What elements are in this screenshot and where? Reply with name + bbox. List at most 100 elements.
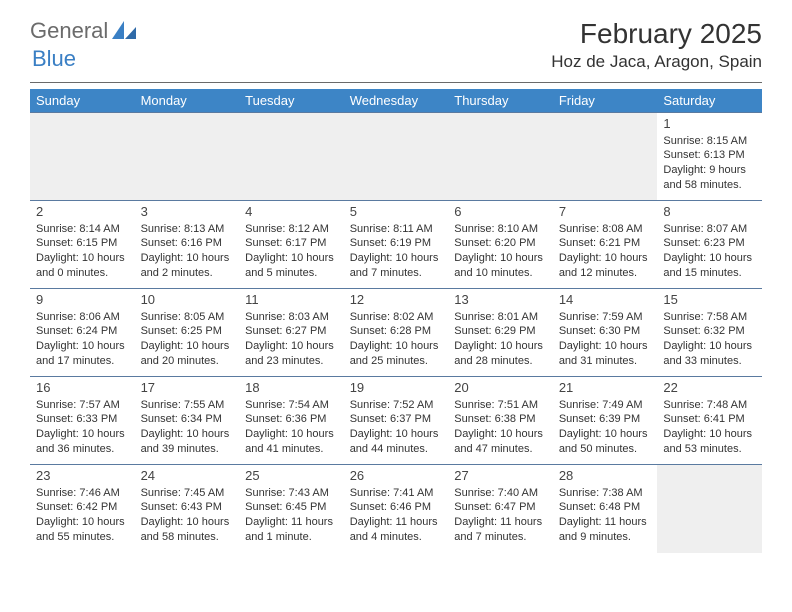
sunrise-text: Sunrise: 7:48 AM (663, 398, 756, 413)
day-number: 28 (559, 467, 652, 485)
day-number: 15 (663, 291, 756, 309)
sunset-text: Sunset: 6:29 PM (454, 324, 547, 339)
calendar-row: 9Sunrise: 8:06 AMSunset: 6:24 PMDaylight… (30, 289, 762, 377)
daylight-text: Daylight: 10 hours and 36 minutes. (36, 427, 129, 457)
calendar-cell: 10Sunrise: 8:05 AMSunset: 6:25 PMDayligh… (135, 289, 240, 377)
header: General February 2025 Hoz de Jaca, Arago… (0, 0, 792, 78)
sunset-text: Sunset: 6:37 PM (350, 412, 443, 427)
brand-part2-wrap: Blue (32, 46, 76, 72)
dow-sun: Sunday (30, 89, 135, 113)
day-number: 19 (350, 379, 443, 397)
sunset-text: Sunset: 6:13 PM (663, 148, 756, 163)
sunrise-text: Sunrise: 8:06 AM (36, 310, 129, 325)
sunrise-text: Sunrise: 7:41 AM (350, 486, 443, 501)
sunrise-text: Sunrise: 7:55 AM (141, 398, 234, 413)
daylight-text: Daylight: 10 hours and 7 minutes. (350, 251, 443, 281)
calendar-cell: 17Sunrise: 7:55 AMSunset: 6:34 PMDayligh… (135, 377, 240, 465)
day-number: 14 (559, 291, 652, 309)
sunrise-text: Sunrise: 7:45 AM (141, 486, 234, 501)
day-number: 6 (454, 203, 547, 221)
sunset-text: Sunset: 6:42 PM (36, 500, 129, 515)
sunrise-text: Sunrise: 7:46 AM (36, 486, 129, 501)
dow-row: Sunday Monday Tuesday Wednesday Thursday… (30, 89, 762, 113)
calendar-cell: 21Sunrise: 7:49 AMSunset: 6:39 PMDayligh… (553, 377, 658, 465)
calendar-cell: 9Sunrise: 8:06 AMSunset: 6:24 PMDaylight… (30, 289, 135, 377)
dow-sat: Saturday (657, 89, 762, 113)
day-number: 1 (663, 115, 756, 133)
day-number: 18 (245, 379, 338, 397)
daylight-text: Daylight: 11 hours and 9 minutes. (559, 515, 652, 545)
calendar-row: 23Sunrise: 7:46 AMSunset: 6:42 PMDayligh… (30, 465, 762, 553)
sunrise-text: Sunrise: 7:58 AM (663, 310, 756, 325)
dow-fri: Friday (553, 89, 658, 113)
daylight-text: Daylight: 11 hours and 7 minutes. (454, 515, 547, 545)
sunrise-text: Sunrise: 7:40 AM (454, 486, 547, 501)
daylight-text: Daylight: 10 hours and 15 minutes. (663, 251, 756, 281)
sunset-text: Sunset: 6:32 PM (663, 324, 756, 339)
brand-part1: General (30, 18, 108, 44)
dow-tue: Tuesday (239, 89, 344, 113)
sunset-text: Sunset: 6:47 PM (454, 500, 547, 515)
sunset-text: Sunset: 6:20 PM (454, 236, 547, 251)
sunset-text: Sunset: 6:33 PM (36, 412, 129, 427)
calendar-cell: 15Sunrise: 7:58 AMSunset: 6:32 PMDayligh… (657, 289, 762, 377)
calendar-cell: 24Sunrise: 7:45 AMSunset: 6:43 PMDayligh… (135, 465, 240, 553)
calendar-cell: 23Sunrise: 7:46 AMSunset: 6:42 PMDayligh… (30, 465, 135, 553)
calendar-cell: 4Sunrise: 8:12 AMSunset: 6:17 PMDaylight… (239, 201, 344, 289)
calendar-cell: 12Sunrise: 8:02 AMSunset: 6:28 PMDayligh… (344, 289, 449, 377)
daylight-text: Daylight: 10 hours and 50 minutes. (559, 427, 652, 457)
sunset-text: Sunset: 6:15 PM (36, 236, 129, 251)
sunset-text: Sunset: 6:48 PM (559, 500, 652, 515)
daylight-text: Daylight: 10 hours and 10 minutes. (454, 251, 547, 281)
day-number: 24 (141, 467, 234, 485)
sunset-text: Sunset: 6:41 PM (663, 412, 756, 427)
calendar-cell: 20Sunrise: 7:51 AMSunset: 6:38 PMDayligh… (448, 377, 553, 465)
calendar-cell: 11Sunrise: 8:03 AMSunset: 6:27 PMDayligh… (239, 289, 344, 377)
sunrise-text: Sunrise: 8:13 AM (141, 222, 234, 237)
calendar-body: 1Sunrise: 8:15 AMSunset: 6:13 PM Daylight… (30, 113, 762, 553)
day-number: 21 (559, 379, 652, 397)
daylight-text: Daylight: 10 hours and 12 minutes. (559, 251, 652, 281)
sunset-text: Sunset: 6:21 PM (559, 236, 652, 251)
calendar-cell: 26Sunrise: 7:41 AMSunset: 6:46 PMDayligh… (344, 465, 449, 553)
sunset-text: Sunset: 6:39 PM (559, 412, 652, 427)
header-divider (30, 82, 762, 83)
daylight-text: Daylight: 10 hours and 44 minutes. (350, 427, 443, 457)
daylight-text: Daylight: 10 hours and 17 minutes. (36, 339, 129, 369)
sunset-text: Sunset: 6:25 PM (141, 324, 234, 339)
day-number: 10 (141, 291, 234, 309)
calendar-cell: 6Sunrise: 8:10 AMSunset: 6:20 PMDaylight… (448, 201, 553, 289)
day-number: 16 (36, 379, 129, 397)
sunrise-text: Sunrise: 8:15 AM (663, 134, 756, 149)
daylight-text: Daylight: 10 hours and 31 minutes. (559, 339, 652, 369)
day-number: 8 (663, 203, 756, 221)
sunrise-text: Sunrise: 7:57 AM (36, 398, 129, 413)
sunrise-text: Sunrise: 7:43 AM (245, 486, 338, 501)
day-number: 4 (245, 203, 338, 221)
sunrise-text: Sunrise: 7:51 AM (454, 398, 547, 413)
daylight-text: Daylight: 10 hours and 23 minutes. (245, 339, 338, 369)
calendar-cell: 22Sunrise: 7:48 AMSunset: 6:41 PMDayligh… (657, 377, 762, 465)
brand-part2: Blue (32, 46, 76, 71)
sail-icon (112, 21, 138, 41)
month-title: February 2025 (551, 18, 762, 50)
day-number: 7 (559, 203, 652, 221)
day-number: 25 (245, 467, 338, 485)
sunset-text: Sunset: 6:30 PM (559, 324, 652, 339)
sunset-text: Sunset: 6:36 PM (245, 412, 338, 427)
day-number: 13 (454, 291, 547, 309)
calendar-cell (30, 113, 135, 201)
calendar-row: 16Sunrise: 7:57 AMSunset: 6:33 PMDayligh… (30, 377, 762, 465)
day-number: 11 (245, 291, 338, 309)
daylight-text: Daylight: 10 hours and 5 minutes. (245, 251, 338, 281)
calendar-cell: 25Sunrise: 7:43 AMSunset: 6:45 PMDayligh… (239, 465, 344, 553)
location-text: Hoz de Jaca, Aragon, Spain (551, 52, 762, 72)
daylight-text: Daylight: 10 hours and 53 minutes. (663, 427, 756, 457)
day-number: 5 (350, 203, 443, 221)
calendar-cell: 16Sunrise: 7:57 AMSunset: 6:33 PMDayligh… (30, 377, 135, 465)
dow-thu: Thursday (448, 89, 553, 113)
day-number: 12 (350, 291, 443, 309)
day-number: 27 (454, 467, 547, 485)
sunrise-text: Sunrise: 8:02 AM (350, 310, 443, 325)
calendar-cell (448, 113, 553, 201)
